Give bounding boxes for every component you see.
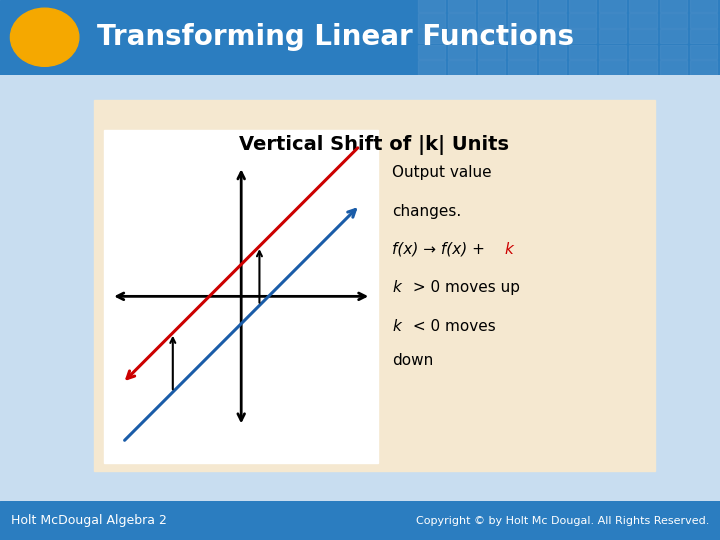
Bar (508, 0, 536, 12)
Text: changes.: changes. (392, 204, 462, 219)
Bar (448, 14, 475, 28)
Bar (569, 60, 596, 75)
Bar (599, 14, 626, 28)
Bar (660, 0, 687, 12)
Bar (629, 45, 657, 59)
Bar (660, 14, 687, 28)
Bar (418, 29, 445, 43)
Bar (539, 29, 566, 43)
Bar (539, 0, 566, 12)
Bar (104, 130, 378, 463)
Bar (478, 0, 505, 12)
Bar (418, 45, 445, 59)
Bar (539, 60, 566, 75)
Bar (629, 29, 657, 43)
Bar (478, 14, 505, 28)
Bar (508, 45, 536, 59)
Text: down: down (392, 353, 433, 368)
Bar (599, 0, 626, 12)
Bar (629, 0, 657, 12)
Text: Output value: Output value (392, 165, 492, 180)
Bar (629, 14, 657, 28)
Bar (660, 29, 687, 43)
Bar (508, 60, 536, 75)
Bar (599, 29, 626, 43)
Ellipse shape (10, 8, 79, 66)
Text: Transforming Linear Functions: Transforming Linear Functions (97, 23, 575, 51)
Text: Vertical Shift of |k| Units: Vertical Shift of |k| Units (240, 134, 510, 154)
Bar (690, 0, 717, 12)
Bar (569, 14, 596, 28)
Bar (569, 45, 596, 59)
Bar (418, 0, 445, 12)
Bar (448, 0, 475, 12)
Bar (690, 45, 717, 59)
Bar (660, 60, 687, 75)
Text: k: k (392, 280, 401, 295)
Bar (629, 60, 657, 75)
Bar (690, 60, 717, 75)
Bar (660, 45, 687, 59)
Text: Copyright © by Holt Mc Dougal. All Rights Reserved.: Copyright © by Holt Mc Dougal. All Right… (416, 516, 709, 525)
Bar (599, 60, 626, 75)
Bar (448, 29, 475, 43)
Bar (599, 45, 626, 59)
Text: < 0 moves: < 0 moves (408, 319, 496, 334)
Bar (478, 45, 505, 59)
Bar (690, 14, 717, 28)
Bar (478, 29, 505, 43)
Bar (569, 0, 596, 12)
Bar (569, 29, 596, 43)
Bar (690, 29, 717, 43)
Text: Holt McDougal Algebra 2: Holt McDougal Algebra 2 (11, 514, 166, 527)
Bar (478, 60, 505, 75)
Text: k: k (392, 319, 401, 334)
Bar (508, 29, 536, 43)
Text: > 0 moves up: > 0 moves up (408, 280, 521, 295)
Bar (94, 100, 655, 471)
Text: f(x) → f(x) +: f(x) → f(x) + (392, 242, 490, 257)
Bar (418, 60, 445, 75)
Bar (418, 14, 445, 28)
Bar (508, 14, 536, 28)
Bar (539, 14, 566, 28)
Text: k: k (504, 242, 513, 257)
Bar (539, 45, 566, 59)
Bar (448, 60, 475, 75)
Bar (448, 45, 475, 59)
